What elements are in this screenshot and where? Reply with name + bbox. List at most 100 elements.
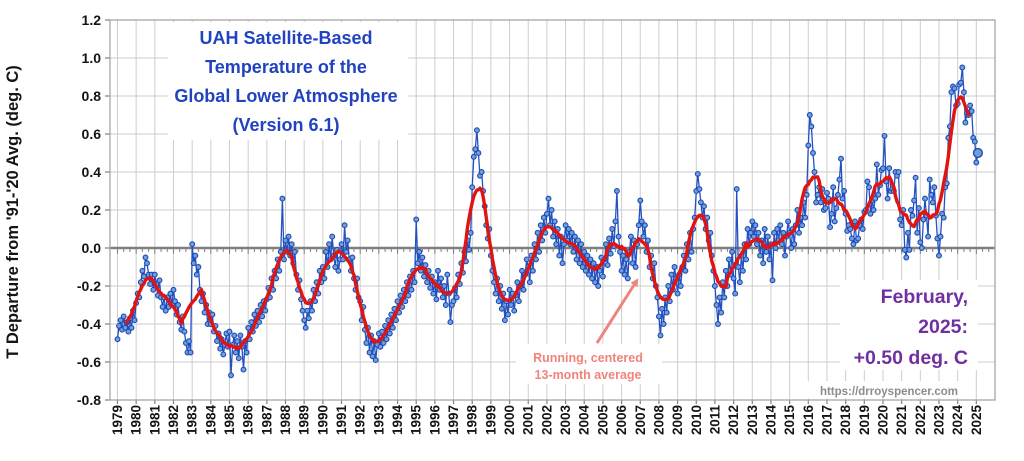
month-marker [881,132,888,139]
month-marker [217,345,224,352]
month-marker [867,210,874,217]
month-marker [855,235,862,242]
month-marker [805,142,812,149]
month-marker [897,216,904,223]
month-marker [276,267,283,274]
x-tick-label: 2009 [670,405,685,435]
month-marker [302,324,309,331]
chart-title-line-3: Global Lower Atmosphere [174,86,397,106]
month-marker [147,281,154,288]
month-marker [579,264,586,270]
month-marker [162,307,169,314]
x-tick-label: 2017 [819,405,834,435]
month-marker [701,203,707,210]
month-marker [573,256,580,263]
month-marker [688,248,695,255]
month-marker [697,199,704,206]
month-marker [442,302,449,308]
month-marker [372,357,379,364]
month-marker [416,248,423,255]
month-marker [743,256,750,263]
month-marker [167,290,174,297]
month-marker [922,195,928,202]
month-marker [850,241,857,248]
x-tick-label: 2023 [931,405,946,436]
month-marker [590,260,597,267]
month-marker [186,338,192,345]
month-marker [467,229,474,236]
month-marker [791,241,798,248]
month-marker [568,229,575,236]
month-marker [937,233,944,240]
month-marker [523,256,530,263]
x-tick-label: 2004 [577,405,592,436]
month-marker [799,222,806,229]
x-tick-label: 2000 [502,405,517,435]
month-marker [957,79,964,86]
month-marker [433,296,440,303]
month-marker [116,322,122,329]
x-tick-label: 1999 [483,405,498,435]
x-tick-label: 1979 [110,405,125,435]
month-marker [929,199,936,206]
y-tick-label: 1.0 [82,50,102,66]
month-marker [505,311,511,318]
month-marker [305,315,312,322]
month-marker [438,275,445,282]
x-tick-label: 2022 [913,405,928,435]
month-marker [713,302,720,308]
month-marker [344,237,351,244]
x-tick-label: 1980 [129,405,144,435]
y-tick-label: -0.6 [77,354,101,370]
month-marker [175,302,182,308]
month-marker [335,267,342,274]
month-marker [120,313,127,320]
latest-value-line-3: +0.50 deg. C [854,347,968,369]
series-layer [114,64,984,379]
month-marker [288,241,295,248]
month-marker [114,336,121,343]
month-marker [424,279,431,286]
month-marker [838,155,844,162]
month-marker [279,195,286,202]
month-marker [144,260,150,267]
x-tick-label: 1983 [185,405,200,436]
month-marker [514,279,521,286]
month-marker [828,210,835,217]
title-background [168,22,408,140]
month-marker [772,245,779,251]
month-marker [349,254,356,261]
month-marker [343,248,350,255]
month-marker [810,150,816,156]
month-marker [624,275,631,282]
month-marker [575,237,581,244]
month-marker [377,343,384,350]
month-marker [968,108,975,115]
x-tick-label: 2016 [801,405,816,436]
x-tick-label: 2021 [894,405,909,436]
month-marker [450,298,457,305]
latest-value-line-1: February, [881,286,968,308]
month-marker [140,273,147,280]
month-marker [880,165,886,172]
month-marker [515,298,522,305]
x-tick-label: 2002 [539,405,554,435]
month-marker [827,224,834,231]
month-marker [501,317,508,324]
month-marker [214,338,220,345]
month-marker [556,252,563,259]
y-tick-label: -0.8 [77,392,101,408]
latest-month-marker [972,147,984,159]
month-marker [864,178,871,185]
month-marker [329,233,336,240]
x-tick-label: 2005 [595,405,610,436]
month-marker [711,283,718,289]
month-marker [408,286,415,293]
x-tick-label: 2008 [651,405,666,436]
month-marker [609,226,616,232]
annotation-backgrounds-layer [168,22,978,398]
month-marker [226,328,233,335]
month-marker [181,328,188,335]
month-marker [604,262,611,269]
